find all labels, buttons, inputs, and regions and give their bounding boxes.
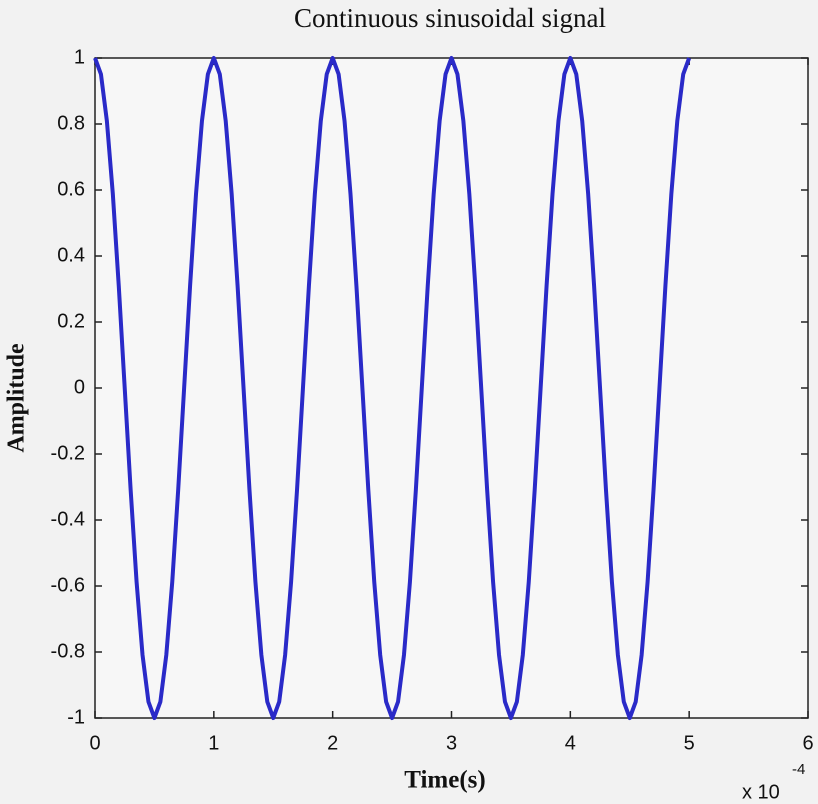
- x-tick-label: 6: [802, 732, 813, 754]
- chart-title: Continuous sinusoidal signal: [294, 3, 606, 33]
- plot-area: [94, 57, 809, 719]
- y-axis-label: Amplitude: [4, 343, 30, 453]
- x-tick-label: 1: [208, 732, 219, 754]
- x-multiplier-exponent: -4: [792, 761, 805, 778]
- y-tick-label: 0.2: [57, 310, 85, 332]
- y-tick-label: 0: [74, 376, 85, 398]
- x-tick-label: 5: [684, 732, 695, 754]
- x-axis-label: Time(s): [404, 767, 485, 794]
- y-tick-label: -0.4: [51, 508, 85, 530]
- signal-line: [93, 56, 692, 720]
- y-tick-label: -0.8: [51, 640, 85, 662]
- y-tick-label: 0.4: [57, 244, 85, 266]
- y-tick-label: -0.6: [51, 574, 85, 596]
- y-tick-label: -1: [67, 706, 85, 728]
- x-multiplier: x 10: [742, 781, 780, 803]
- y-tick-label: 0.6: [57, 178, 85, 200]
- y-tick-label: -0.2: [51, 442, 85, 464]
- x-tick-label: 4: [565, 732, 576, 754]
- y-tick-label: 0.8: [57, 112, 85, 134]
- x-tick-label: 3: [446, 732, 457, 754]
- x-tick-label: 0: [89, 732, 100, 754]
- y-tick-label: 1: [74, 46, 85, 68]
- x-tick-label: 2: [327, 732, 338, 754]
